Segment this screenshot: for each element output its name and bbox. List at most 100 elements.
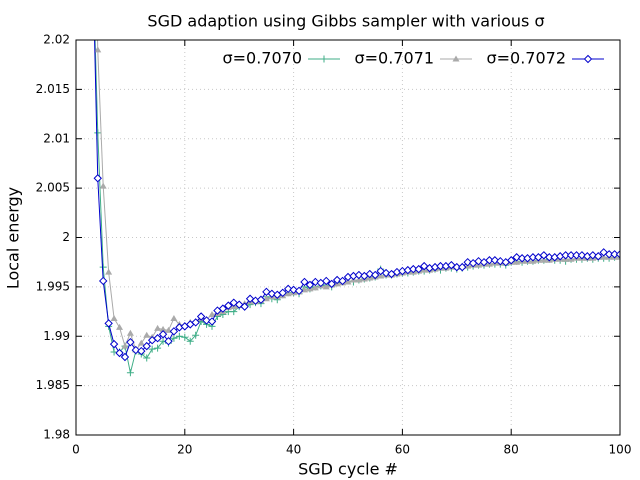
point	[93, 174, 102, 183]
point	[561, 251, 570, 260]
point	[599, 248, 608, 257]
point	[115, 348, 124, 358]
point	[381, 268, 391, 278]
point	[208, 311, 216, 318]
point	[164, 336, 173, 346]
point	[224, 301, 233, 310]
point	[126, 369, 134, 377]
point	[355, 276, 363, 283]
x-tick-label: 100	[609, 443, 632, 457]
point	[610, 250, 619, 259]
point	[332, 275, 342, 285]
point	[604, 250, 614, 259]
point	[600, 253, 608, 260]
point	[202, 316, 211, 325]
chart-title: SGD adaption using Gibbs sampler with va…	[147, 12, 544, 31]
point	[409, 264, 418, 274]
point	[98, 276, 108, 286]
point	[159, 325, 167, 332]
x-tick-label: 20	[177, 443, 192, 457]
y-tick-label: 1.98	[43, 428, 70, 442]
point	[262, 287, 271, 297]
point	[131, 345, 141, 355]
point	[126, 337, 135, 347]
point	[278, 288, 287, 298]
point	[169, 327, 179, 336]
point	[99, 263, 107, 271]
point	[110, 314, 118, 321]
point	[338, 276, 347, 286]
legend-marker	[452, 55, 460, 62]
point	[143, 354, 151, 362]
x-tick-label: 0	[72, 443, 80, 457]
point	[207, 317, 217, 326]
point	[458, 262, 467, 272]
point	[540, 256, 548, 263]
legend-label: σ=0.7071	[354, 49, 434, 68]
y-tick-label: 1.995	[36, 279, 70, 293]
point	[452, 262, 462, 272]
point	[170, 334, 178, 342]
point	[154, 324, 162, 331]
point	[181, 333, 189, 341]
point	[284, 290, 292, 297]
point	[528, 253, 538, 262]
point	[137, 346, 146, 356]
point	[230, 308, 238, 316]
legend-marker	[583, 54, 593, 64]
point	[513, 258, 521, 265]
point	[143, 331, 151, 338]
legend-label: σ=0.7072	[486, 49, 566, 68]
point	[240, 302, 249, 311]
point	[256, 295, 266, 304]
point	[105, 268, 113, 275]
point	[594, 252, 603, 261]
point	[283, 284, 293, 294]
point	[474, 256, 483, 266]
y-tick-label: 1.985	[36, 378, 70, 392]
point	[153, 334, 162, 343]
point	[506, 256, 516, 265]
point	[327, 279, 336, 289]
point	[109, 339, 119, 349]
point	[294, 286, 304, 296]
point	[490, 256, 500, 265]
point	[289, 285, 298, 295]
point	[436, 261, 445, 271]
x-tick-label: 80	[504, 443, 519, 457]
point	[485, 256, 494, 265]
point	[305, 280, 315, 290]
legend-marker	[320, 55, 328, 63]
point	[116, 323, 124, 330]
point	[566, 251, 576, 260]
point	[94, 129, 102, 137]
point	[126, 329, 134, 336]
point	[196, 312, 206, 321]
point	[615, 250, 620, 259]
y-tick-label: 2.02	[43, 33, 70, 47]
point	[170, 314, 178, 321]
legend-label: σ=0.7070	[222, 49, 302, 68]
y-tick-label: 1.99	[43, 329, 70, 343]
point	[142, 341, 151, 351]
point	[191, 318, 200, 327]
point	[463, 257, 472, 267]
point	[577, 251, 587, 260]
point	[121, 342, 129, 349]
x-tick-label: 60	[395, 443, 410, 457]
x-axis-label: SGD cycle #	[298, 460, 398, 479]
y-axis-label: Local energy	[4, 187, 23, 289]
point	[158, 330, 168, 339]
point	[104, 319, 113, 328]
point	[322, 283, 330, 290]
point	[218, 304, 228, 313]
point	[311, 277, 320, 287]
point	[192, 331, 200, 339]
point	[175, 332, 183, 340]
point	[377, 272, 385, 279]
point	[354, 270, 364, 280]
point	[588, 251, 598, 260]
point	[311, 284, 319, 291]
point	[365, 269, 374, 279]
